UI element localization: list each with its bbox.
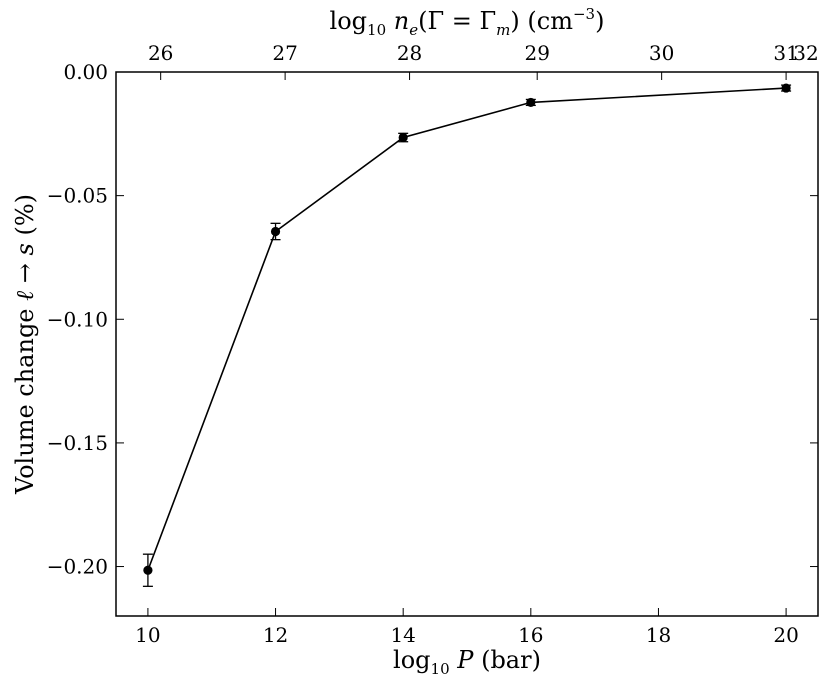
top-x-tick-label: 28 [397, 41, 422, 65]
data-point [270, 226, 281, 237]
top-x-axis-label-var-sub: e [409, 21, 418, 39]
y-axis-label: Volume change ℓ → s (%) [11, 194, 39, 495]
series-line [147, 87, 787, 571]
top-x-axis-label-pre: log [330, 7, 368, 35]
top-x-tick-label: 30 [649, 41, 674, 65]
top-x-axis-label-sub: 10 [367, 21, 386, 39]
y-tick-label: −0.20 [47, 555, 108, 579]
top-x-tick-label: 29 [524, 41, 549, 65]
y-axis-label-sym1: ℓ [11, 291, 39, 301]
plot-area [115, 71, 819, 617]
x-axis-label-post: (bar) [481, 646, 541, 674]
y-tick-label: 0.00 [63, 60, 108, 84]
x-axis-label-pre: log [393, 646, 431, 674]
x-tick-label: 20 [773, 623, 798, 647]
top-x-axis-label-mid2: ) (cm [510, 7, 573, 35]
top-x-tick-label: 26 [148, 41, 173, 65]
ticks-layer: 10 12 14 16 18 20 0.00 −0.05 −0.10 −0.15 −0.20 26 27… [47, 41, 819, 647]
top-x-tick-label: 32 [793, 41, 818, 65]
y-axis-label-pre: Volume change [11, 301, 39, 495]
top-x-axis-label-mid1: (Γ = Γ [418, 7, 496, 35]
top-x-axis-label-sup: −3 [573, 5, 595, 23]
top-x-tick-label: 31 [773, 41, 798, 65]
y-tick-label: −0.15 [47, 431, 108, 455]
y-axis-label-post: (%) [11, 194, 39, 243]
x-tick-label: 12 [263, 623, 288, 647]
y-tick-label: −0.05 [47, 184, 108, 208]
data-point [398, 132, 408, 143]
x-tick-label: 16 [518, 623, 543, 647]
data-point [143, 565, 153, 575]
x-axis-label: log10 P (bar) [393, 646, 541, 678]
y-axis-label-arrow: → [11, 255, 39, 290]
plot-frame [115, 71, 819, 617]
y-axis-label-sym2: s [11, 243, 39, 255]
data-point [526, 97, 536, 108]
y-tick-label: −0.10 [47, 307, 108, 331]
x-axis-label-var: P [456, 646, 474, 674]
top-x-axis-label-var: n [394, 7, 409, 35]
x-tick-label: 14 [390, 623, 415, 647]
top-x-axis-label-mid1-sub: m [496, 21, 510, 39]
x-tick-label: 18 [646, 623, 671, 647]
top-x-axis-label: log10 ne(Γ = Γm) (cm−3) [330, 5, 605, 39]
data-point [781, 83, 791, 93]
top-x-axis-label-post: ) [595, 7, 604, 35]
x-tick-label: 10 [135, 623, 160, 647]
top-x-tick-label: 27 [272, 41, 297, 65]
x-axis-label-sub: 10 [431, 660, 450, 678]
series-layer [142, 83, 792, 587]
